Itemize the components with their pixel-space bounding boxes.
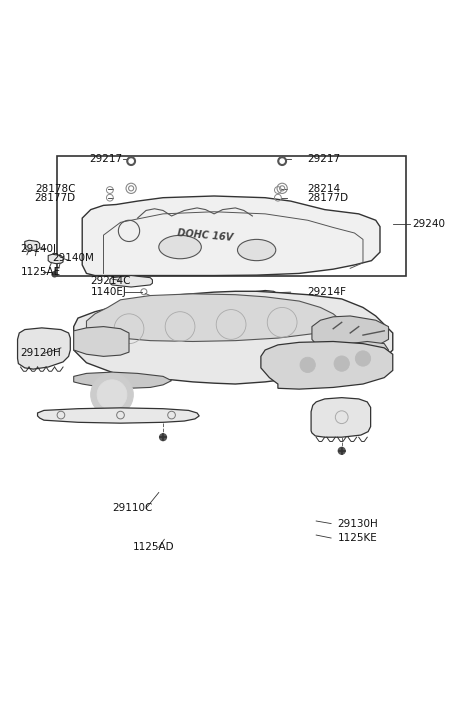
Ellipse shape [159, 235, 201, 259]
Circle shape [52, 272, 57, 277]
Polygon shape [261, 341, 393, 389]
Polygon shape [74, 291, 393, 384]
Text: 1125KE: 1125KE [338, 533, 377, 543]
Text: 29140J: 29140J [21, 244, 57, 254]
Circle shape [280, 159, 284, 163]
Text: 29214C: 29214C [91, 276, 131, 286]
Polygon shape [338, 341, 388, 367]
Polygon shape [110, 275, 152, 287]
Text: 29217: 29217 [308, 154, 341, 164]
Text: 29110C: 29110C [112, 503, 152, 513]
Polygon shape [74, 327, 129, 356]
Text: 29130H: 29130H [338, 518, 378, 528]
Text: 28214: 28214 [308, 184, 341, 194]
Polygon shape [242, 290, 278, 301]
Circle shape [160, 434, 167, 441]
Text: 1125AD: 1125AD [133, 542, 175, 552]
Text: 29240: 29240 [412, 219, 445, 229]
Polygon shape [312, 316, 388, 358]
Circle shape [91, 374, 133, 416]
Polygon shape [87, 294, 342, 341]
Ellipse shape [238, 239, 276, 261]
Circle shape [97, 380, 127, 409]
Text: 29140M: 29140M [53, 252, 94, 262]
Text: 28177D: 28177D [308, 193, 349, 203]
Circle shape [278, 157, 286, 166]
Text: 29214F: 29214F [308, 287, 347, 297]
Circle shape [300, 357, 315, 373]
Text: DOHC 16V: DOHC 16V [177, 228, 234, 242]
Circle shape [127, 157, 136, 166]
Circle shape [338, 447, 345, 454]
Text: 28177D: 28177D [35, 193, 76, 203]
Circle shape [334, 356, 349, 371]
Polygon shape [25, 240, 40, 250]
Bar [57, 156, 405, 275]
Polygon shape [82, 196, 380, 275]
Text: 1125AE: 1125AE [21, 267, 61, 277]
Text: 29217: 29217 [89, 154, 123, 164]
Polygon shape [18, 328, 70, 369]
Polygon shape [38, 408, 199, 423]
Text: 28178C: 28178C [35, 184, 76, 194]
Text: 1140EJ: 1140EJ [91, 287, 127, 297]
Polygon shape [74, 372, 172, 389]
Circle shape [129, 159, 133, 163]
Polygon shape [48, 255, 63, 264]
Text: 29120H: 29120H [21, 348, 61, 358]
Polygon shape [311, 398, 370, 437]
Circle shape [355, 351, 370, 366]
